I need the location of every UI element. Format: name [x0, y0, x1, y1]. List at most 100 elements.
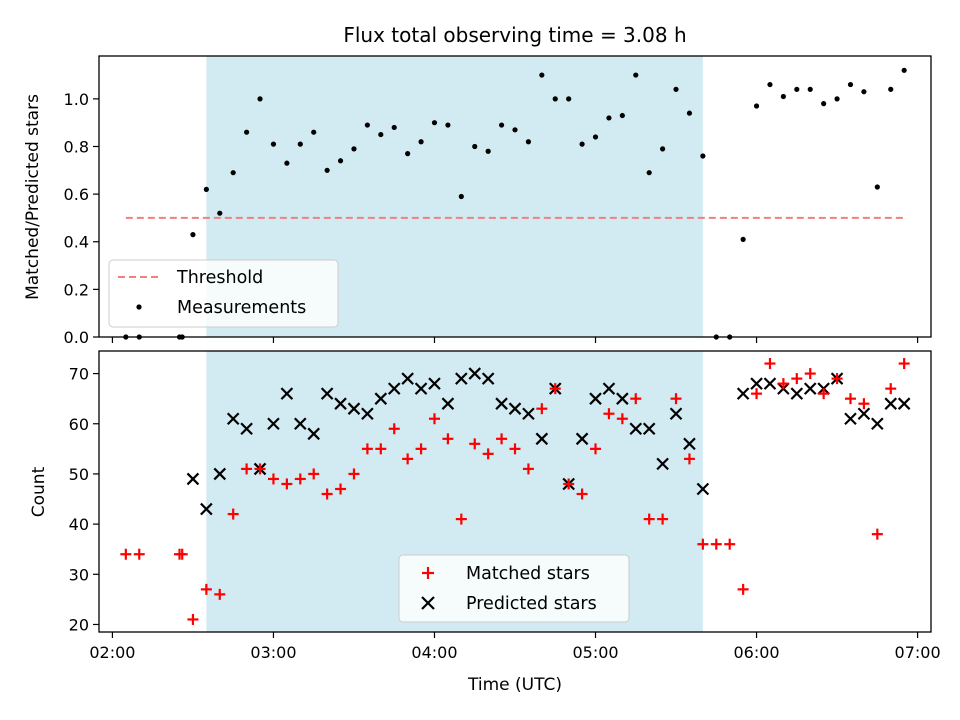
- bottom-y-tick-label: 70: [69, 365, 89, 384]
- matched-star-point: [791, 373, 803, 385]
- x-axis-label: Time (UTC): [467, 675, 562, 695]
- predicted-star-point: [642, 422, 656, 436]
- matched-star-point: [294, 473, 306, 485]
- predicted-star-point: [280, 387, 294, 400]
- matched-star-point: [522, 463, 534, 475]
- predicted-star-point: [428, 377, 441, 390]
- legend-threshold-label: Threshold: [176, 268, 263, 288]
- predicted-star-point: [602, 382, 616, 395]
- matched-star-point: [120, 548, 132, 560]
- measurement-point: [324, 167, 330, 173]
- matched-star-point: [496, 433, 508, 445]
- matched-star-point: [804, 368, 816, 380]
- x-tick-label: 05:00: [572, 643, 618, 662]
- predicted-star-point: [387, 382, 401, 395]
- predicted-star-point: [750, 377, 763, 390]
- legend-matched-label: Matched stars: [466, 564, 590, 584]
- measurement-point: [646, 170, 652, 176]
- measurement-point: [633, 72, 639, 78]
- bottom-y-tick-label: 30: [69, 565, 89, 584]
- matched-star-point: [724, 538, 736, 550]
- measurement-point: [190, 232, 196, 238]
- predicted-star-point: [334, 397, 347, 410]
- measurement-point: [673, 86, 679, 92]
- measurement-point: [458, 193, 464, 200]
- top-panel: 0.0 0.2 0.4 0.6 0.8 1.0 Matched/Predicted sta…: [23, 55, 932, 347]
- bottom-y-axis-label: Count: [29, 466, 49, 517]
- matched-star-point: [683, 453, 695, 465]
- legend-matched-swatch: [422, 567, 434, 579]
- predicted-star-point: [884, 397, 898, 410]
- measurement-point: [217, 210, 223, 216]
- measurement-point: [378, 131, 384, 138]
- predicted-star-point: [455, 372, 468, 385]
- measurement-point: [834, 96, 840, 102]
- measurement-point: [552, 96, 558, 102]
- measurement-point: [740, 236, 746, 242]
- matched-star-point: [871, 528, 883, 540]
- predicted-star-point: [522, 407, 535, 421]
- matched-star-point: [361, 443, 373, 455]
- predicted-star-point: [683, 437, 696, 451]
- top-legend-box: [108, 259, 339, 328]
- bottom-x-ticks: 02:00 03:00 04:00 05:00 06:00 07:00: [89, 632, 941, 662]
- bottom-y-tick-label: 20: [69, 615, 89, 634]
- predicted-star-point: [763, 377, 777, 390]
- top-data-points: [123, 67, 907, 340]
- predicted-star-point: [468, 367, 482, 380]
- predicted-star-point: [508, 402, 522, 415]
- matched-star-point: [442, 433, 454, 445]
- measurement-point: [821, 101, 827, 107]
- measurement-point: [297, 141, 303, 147]
- predicted-star-point: [656, 457, 669, 471]
- top-y-tick-label: 0.6: [64, 185, 89, 204]
- matched-star-point: [402, 453, 414, 465]
- measurement-point: [579, 141, 585, 147]
- matched-star-point: [482, 448, 494, 460]
- predicted-star-point: [200, 502, 213, 516]
- measurement-point: [874, 184, 880, 190]
- predicted-star-point: [414, 382, 428, 395]
- measurement-point: [861, 89, 867, 95]
- measurement-point: [606, 115, 612, 121]
- matched-star-point: [844, 393, 856, 405]
- measurement-point: [418, 139, 424, 145]
- predicted-star-point: [629, 422, 643, 436]
- matched-star-point: [563, 478, 575, 490]
- bottom-legend: Matched stars Predicted stars: [398, 554, 630, 623]
- predicted-star-point: [857, 407, 871, 421]
- measurement-point: [807, 86, 813, 92]
- predicted-star-point: [267, 417, 280, 431]
- measurement-point: [244, 129, 250, 135]
- top-y-tick-label: 0.4: [64, 233, 89, 252]
- matched-star-point: [469, 438, 481, 450]
- predicted-star-point: [307, 427, 320, 441]
- measurement-point: [311, 129, 317, 135]
- measurement-point: [592, 134, 599, 140]
- matched-star-point: [321, 488, 333, 500]
- bottom-axes-frame: [98, 350, 932, 633]
- measurement-point: [525, 139, 532, 145]
- chart-title: Flux total observing time = 3.08 h: [343, 23, 686, 47]
- measurement-point: [512, 127, 518, 133]
- legend-measurements-swatch: [136, 304, 142, 310]
- measurement-point: [539, 72, 545, 78]
- predicted-star-point: [320, 387, 334, 400]
- predicted-star-point: [361, 407, 374, 421]
- predicted-star-point: [871, 417, 884, 431]
- x-tick-label: 07:00: [895, 643, 941, 662]
- predicted-star-point: [897, 397, 911, 410]
- measurement-point: [485, 148, 491, 154]
- matched-star-point: [214, 588, 226, 600]
- top-y-tick-label: 0.0: [64, 328, 89, 347]
- predicted-star-point: [696, 482, 710, 496]
- matched-star-point: [831, 373, 843, 385]
- predicted-star-point: [401, 372, 414, 385]
- matched-star-point: [536, 403, 548, 415]
- measurement-point: [391, 124, 397, 131]
- x-tick-label: 04:00: [411, 643, 457, 662]
- matched-star-point: [643, 513, 655, 525]
- measurement-point: [431, 120, 438, 126]
- matched-star-point: [509, 443, 521, 455]
